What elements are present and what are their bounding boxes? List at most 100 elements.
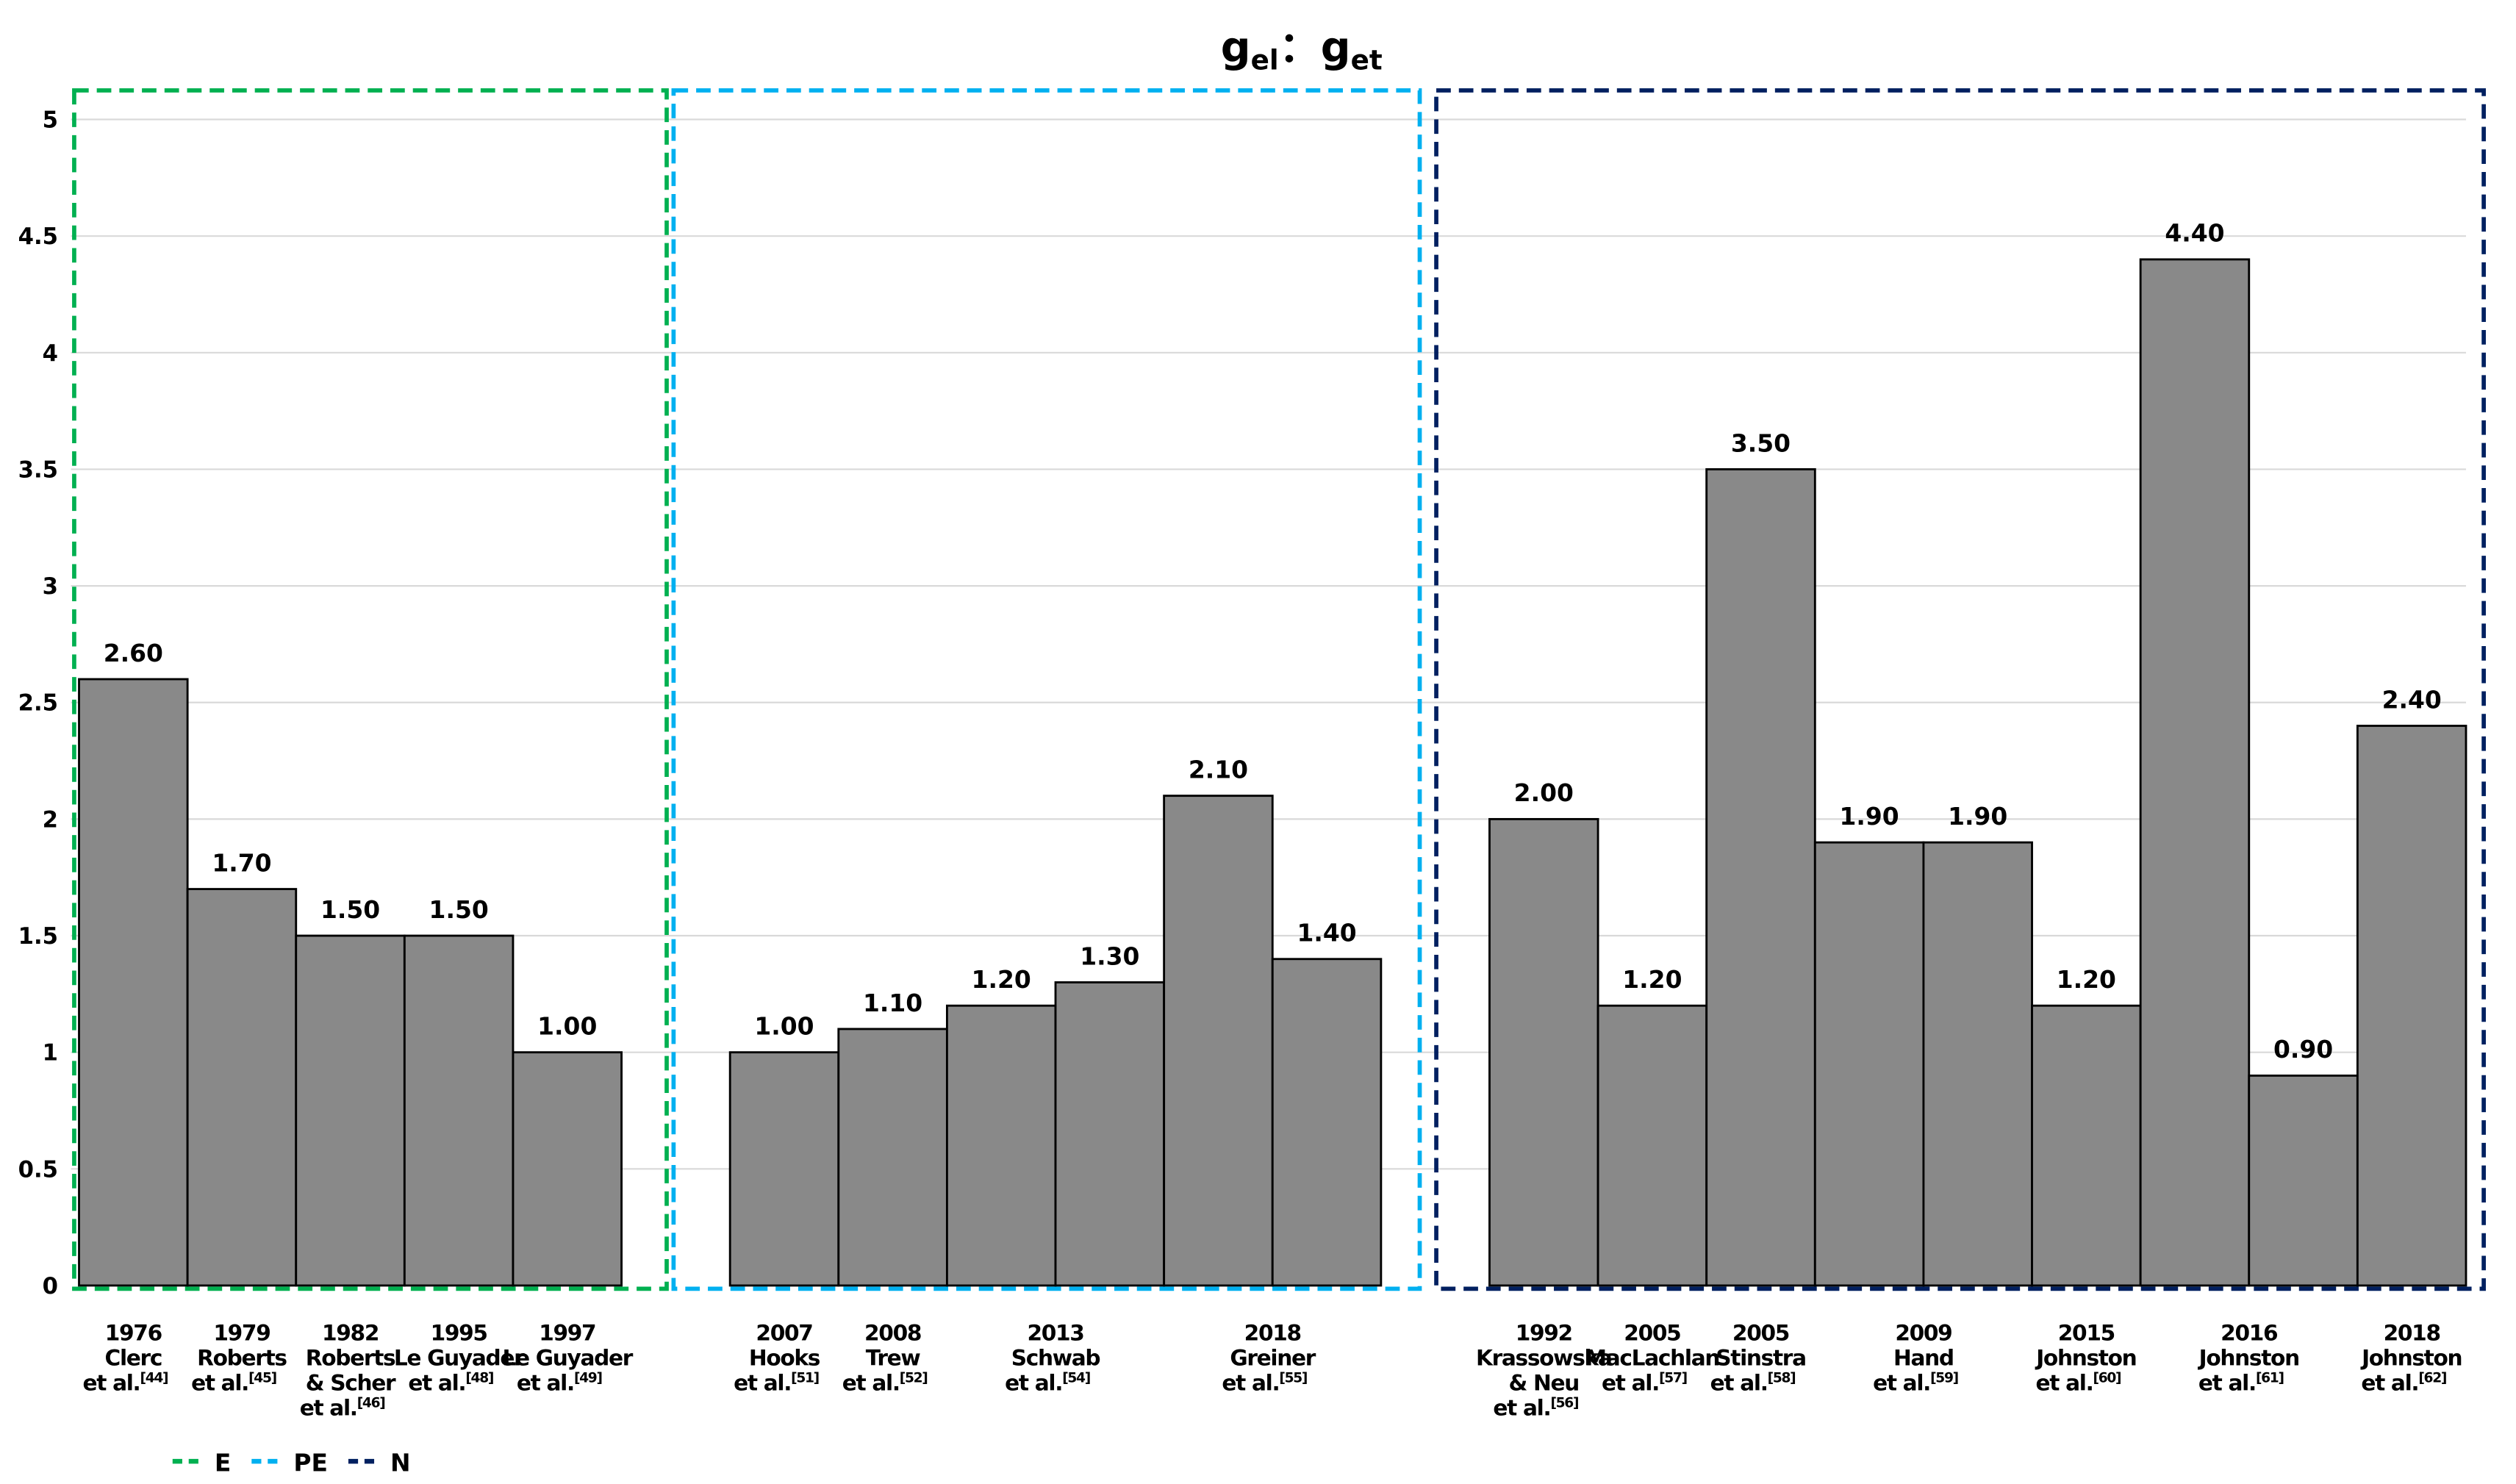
legend-label: E bbox=[215, 1448, 231, 1477]
x-category-label: 2015 Johnston et al.[60] bbox=[2035, 1321, 2136, 1396]
data-label: 2.40 bbox=[2382, 685, 2442, 714]
label-line: et al. bbox=[1222, 1371, 1279, 1396]
label-line: et al. bbox=[1873, 1371, 1930, 1396]
bar-N bbox=[2139, 258, 2251, 1287]
label-line: 1992 bbox=[1516, 1321, 1572, 1346]
bar-PE bbox=[1163, 795, 1274, 1287]
bar-E bbox=[78, 678, 189, 1287]
data-label: 2.10 bbox=[1189, 756, 1248, 784]
x-category-label: 1995 Le Guyader et al.[48] bbox=[394, 1321, 525, 1396]
label-line: Trew bbox=[866, 1346, 921, 1371]
label-line: et al. bbox=[1493, 1396, 1550, 1421]
label-line: Johnston bbox=[2035, 1346, 2136, 1371]
data-label: 1.50 bbox=[320, 895, 380, 924]
data-label: 2.00 bbox=[1514, 778, 1574, 807]
bar-N bbox=[1813, 841, 1925, 1287]
y-tick-label: 1 bbox=[43, 1040, 58, 1067]
x-category-label: 2018 Johnston et al.[62] bbox=[2360, 1321, 2462, 1396]
reference-superscript: [60] bbox=[2093, 1371, 2121, 1386]
data-label: 1.00 bbox=[537, 1012, 597, 1041]
label-line: MacLachlan bbox=[1585, 1346, 1720, 1371]
x-category-label: 2005 MacLachlan et al.[57] bbox=[1585, 1321, 1720, 1396]
data-label: 2.60 bbox=[104, 639, 163, 667]
label-line: Johnston bbox=[2198, 1346, 2299, 1371]
label-line: et al. bbox=[2198, 1371, 2256, 1396]
legend-label: N bbox=[390, 1448, 411, 1477]
label-line: Roberts bbox=[197, 1346, 287, 1371]
bar-N bbox=[1705, 468, 1816, 1287]
label-line: et al. bbox=[517, 1371, 574, 1396]
bar-PE bbox=[837, 1028, 948, 1287]
reference-superscript: [61] bbox=[2256, 1371, 2284, 1386]
y-tick-label: 4 bbox=[43, 340, 58, 367]
label-line: et al. bbox=[2361, 1371, 2418, 1396]
x-category-label: 2008 Trew et al.[52] bbox=[842, 1321, 928, 1396]
label-line: Roberts bbox=[306, 1346, 395, 1371]
label-line: Clerc bbox=[105, 1346, 162, 1371]
reference-superscript: [54] bbox=[1062, 1371, 1090, 1386]
label-line: et al. bbox=[300, 1396, 357, 1421]
label-line: 2018 bbox=[1244, 1321, 1301, 1346]
reference-superscript: [52] bbox=[900, 1371, 928, 1386]
group-box-N bbox=[1434, 88, 2486, 1291]
y-tick-label: 5 bbox=[43, 107, 58, 133]
reference-superscript: [45] bbox=[248, 1371, 276, 1386]
x-category-label: 1982 Roberts & Scher et al.[46] bbox=[300, 1321, 396, 1421]
bar-N bbox=[2031, 1004, 2142, 1287]
label-line: 1995 bbox=[431, 1321, 487, 1346]
label-line: 2008 bbox=[864, 1321, 921, 1346]
bar-N bbox=[2248, 1074, 2359, 1287]
label-line: 1976 bbox=[105, 1321, 162, 1346]
x-category-label: 1997 Le Guyader et al.[49] bbox=[502, 1321, 633, 1396]
label-line: & Scher bbox=[306, 1371, 396, 1396]
chart-title: gel：get bbox=[1221, 24, 1383, 76]
y-tick-label: 3 bbox=[43, 573, 58, 600]
data-label: 1.90 bbox=[1948, 802, 2007, 831]
bar-PE bbox=[728, 1051, 840, 1287]
data-label: 1.70 bbox=[212, 848, 271, 877]
data-label: 1.40 bbox=[1297, 919, 1356, 947]
label-line: Krassowska bbox=[1476, 1346, 1612, 1371]
label-line: Johnston bbox=[2360, 1346, 2462, 1371]
label-line: 2005 bbox=[1732, 1321, 1789, 1346]
reference-superscript: [49] bbox=[574, 1371, 602, 1386]
label-line: et al. bbox=[1005, 1371, 1062, 1396]
data-label: 1.20 bbox=[1622, 965, 1682, 994]
bar-E bbox=[403, 934, 515, 1287]
data-label: 1.20 bbox=[972, 965, 1031, 994]
x-category-label: 2013 Schwab et al.[54] bbox=[1005, 1321, 1100, 1396]
x-axis-labels: 1976 Clerc et al.[44]1979 Roberts et al.[45]… bbox=[82, 1321, 2462, 1421]
reference-superscript: [46] bbox=[357, 1396, 385, 1411]
label-line: Le Guyader bbox=[394, 1346, 525, 1371]
data-label: 1.50 bbox=[429, 895, 489, 924]
reference-superscript: [58] bbox=[1768, 1371, 1796, 1386]
data-label: 4.40 bbox=[2165, 219, 2224, 248]
label-line: et al. bbox=[842, 1371, 900, 1396]
bar-N bbox=[1596, 1004, 1708, 1287]
reference-superscript: [51] bbox=[791, 1371, 819, 1386]
label-line: Stinstra bbox=[1716, 1346, 1806, 1371]
bar-N bbox=[1922, 841, 2033, 1287]
label-line: Le Guyader bbox=[502, 1346, 633, 1371]
data-label: 1.10 bbox=[863, 989, 922, 1017]
reference-superscript: [57] bbox=[1659, 1371, 1687, 1386]
reference-superscript: [56] bbox=[1550, 1396, 1578, 1411]
bar-PE bbox=[1054, 981, 1166, 1287]
data-label: 1.20 bbox=[2057, 965, 2116, 994]
label-line: et al. bbox=[191, 1371, 248, 1396]
bar-E bbox=[295, 934, 406, 1287]
legend: E PE N bbox=[172, 1448, 411, 1477]
label-line: 1979 bbox=[213, 1321, 270, 1346]
x-category-label: 1979 Roberts et al.[45] bbox=[191, 1321, 287, 1396]
data-label: 1.00 bbox=[754, 1012, 814, 1041]
reference-superscript: [48] bbox=[465, 1371, 493, 1386]
bar-N bbox=[2356, 725, 2467, 1287]
data-label: 3.50 bbox=[1731, 429, 1791, 457]
y-tick-label: 1.5 bbox=[18, 923, 58, 950]
label-line: 1982 bbox=[322, 1321, 379, 1346]
x-category-label: 2007 Hooks et al.[51] bbox=[734, 1321, 820, 1396]
reference-superscript: [55] bbox=[1279, 1371, 1307, 1386]
reference-superscript: [62] bbox=[2418, 1371, 2446, 1386]
label-line: 2015 bbox=[2058, 1321, 2115, 1346]
label-line: 2005 bbox=[1624, 1321, 1680, 1346]
